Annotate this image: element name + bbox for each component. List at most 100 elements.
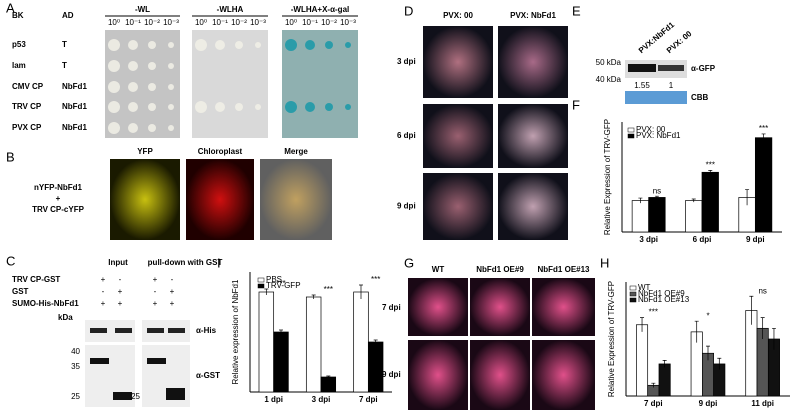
y-axis-label: Relative Expression of TRV-GFP xyxy=(607,281,616,397)
error-bar xyxy=(326,375,331,378)
dilution: 10⁻² xyxy=(231,18,247,27)
sign: + xyxy=(170,287,175,296)
dilution: 10⁻² xyxy=(144,18,160,27)
bar xyxy=(636,324,649,397)
column-header: WT xyxy=(432,265,445,274)
x-tick-label: 3 dpi xyxy=(639,235,658,244)
error-bar xyxy=(279,329,284,334)
dilution: 10⁻³ xyxy=(163,18,179,27)
significance: *** xyxy=(324,285,333,294)
prey: T xyxy=(62,61,67,70)
prey: NbFd1 xyxy=(62,123,87,132)
colony xyxy=(325,103,333,111)
panel-label: F xyxy=(572,97,580,112)
error-bar xyxy=(745,189,750,206)
sign: + xyxy=(118,299,123,308)
bait: TRV CP xyxy=(12,102,42,111)
colony xyxy=(215,40,225,50)
column-header: PVX: NbFd1 xyxy=(510,11,556,20)
error-bar xyxy=(694,320,699,343)
ratio: 1 xyxy=(669,81,674,90)
sign: + xyxy=(118,287,123,296)
colony xyxy=(195,39,207,51)
band xyxy=(166,388,185,400)
band xyxy=(115,328,132,333)
legend-swatch xyxy=(627,127,635,133)
row-name: GST xyxy=(12,287,29,296)
leaf-photo xyxy=(498,26,568,98)
row-label: 3 dpi xyxy=(397,57,416,66)
error-bar xyxy=(749,295,754,325)
error-bar xyxy=(654,195,659,199)
colony xyxy=(108,101,120,113)
header: pull-down with GST xyxy=(148,258,223,267)
leaf-photo xyxy=(470,278,530,336)
x-tick-label: 7 dpi xyxy=(644,399,663,408)
dilution: 10⁰ xyxy=(108,18,120,27)
blot xyxy=(85,320,135,342)
legend-label: NbFd1 OE#9 xyxy=(638,289,685,298)
leaf-photo xyxy=(532,340,595,410)
colony xyxy=(305,40,315,50)
medium-header: -WLHA+X-α-gal xyxy=(291,5,349,14)
blot xyxy=(142,320,190,342)
error-bar xyxy=(691,198,696,203)
dilution: 10⁻¹ xyxy=(125,18,141,27)
column-header: PVX: 00 xyxy=(443,11,473,20)
colony xyxy=(128,61,138,71)
leaf-photo xyxy=(498,104,568,168)
panel-label: I xyxy=(217,255,221,270)
colony xyxy=(148,62,156,70)
bar xyxy=(258,291,275,393)
medium-header: -WL xyxy=(135,5,150,14)
legend-label: NbFd1 OE#13 xyxy=(638,295,690,304)
error-bar xyxy=(771,327,776,350)
colony xyxy=(255,104,261,110)
marker: 25 xyxy=(131,392,140,401)
x-tick-label: 11 dpi xyxy=(751,399,774,408)
colony xyxy=(108,81,120,93)
legend-swatch xyxy=(257,283,265,289)
bar xyxy=(305,296,322,393)
marker: 35 xyxy=(71,362,80,371)
ratio: 1.55 xyxy=(634,81,650,90)
legend-label: WT xyxy=(638,283,651,292)
leaf-photo xyxy=(532,278,595,336)
bar xyxy=(754,137,773,233)
legend-label: PVX: 00 xyxy=(636,125,666,134)
marker: 40 xyxy=(71,347,80,356)
bait: PVX CP xyxy=(12,123,42,132)
column-header: NbFd1 OE#9 xyxy=(476,265,524,274)
error-bar xyxy=(708,170,713,175)
legend-swatch xyxy=(629,291,637,297)
sign: + xyxy=(153,275,158,284)
legend-label: PVX: NbFd1 xyxy=(636,131,681,140)
bar xyxy=(320,376,337,393)
error-bar xyxy=(651,382,656,388)
colony xyxy=(305,102,315,112)
loading-control: CBB xyxy=(691,93,709,102)
leaf-photo xyxy=(423,26,493,98)
column-header: NbFd1 OE#13 xyxy=(537,265,590,274)
colony xyxy=(148,103,156,111)
x-tick-label: 7 dpi xyxy=(359,395,378,404)
error-bar xyxy=(264,288,269,295)
significance: *** xyxy=(649,308,658,317)
dilution: 10⁻¹ xyxy=(302,18,318,27)
colony xyxy=(108,39,120,51)
error-bar xyxy=(638,197,643,204)
prey: NbFd1 xyxy=(62,82,87,91)
panel-label: B xyxy=(6,149,15,164)
unit: kDa xyxy=(58,313,73,322)
panel-label: C xyxy=(6,253,15,268)
column-header: YFP xyxy=(137,147,153,156)
bar xyxy=(367,341,384,393)
bait: CMV CP xyxy=(12,82,44,91)
colony xyxy=(168,84,174,90)
bar xyxy=(273,331,289,393)
panel-label: E xyxy=(572,3,581,18)
marker: 40 kDa xyxy=(596,75,622,84)
significance: *** xyxy=(706,161,715,170)
x-tick-label: 3 dpi xyxy=(312,395,331,404)
construct: TRV CP-cYFP xyxy=(32,205,85,214)
